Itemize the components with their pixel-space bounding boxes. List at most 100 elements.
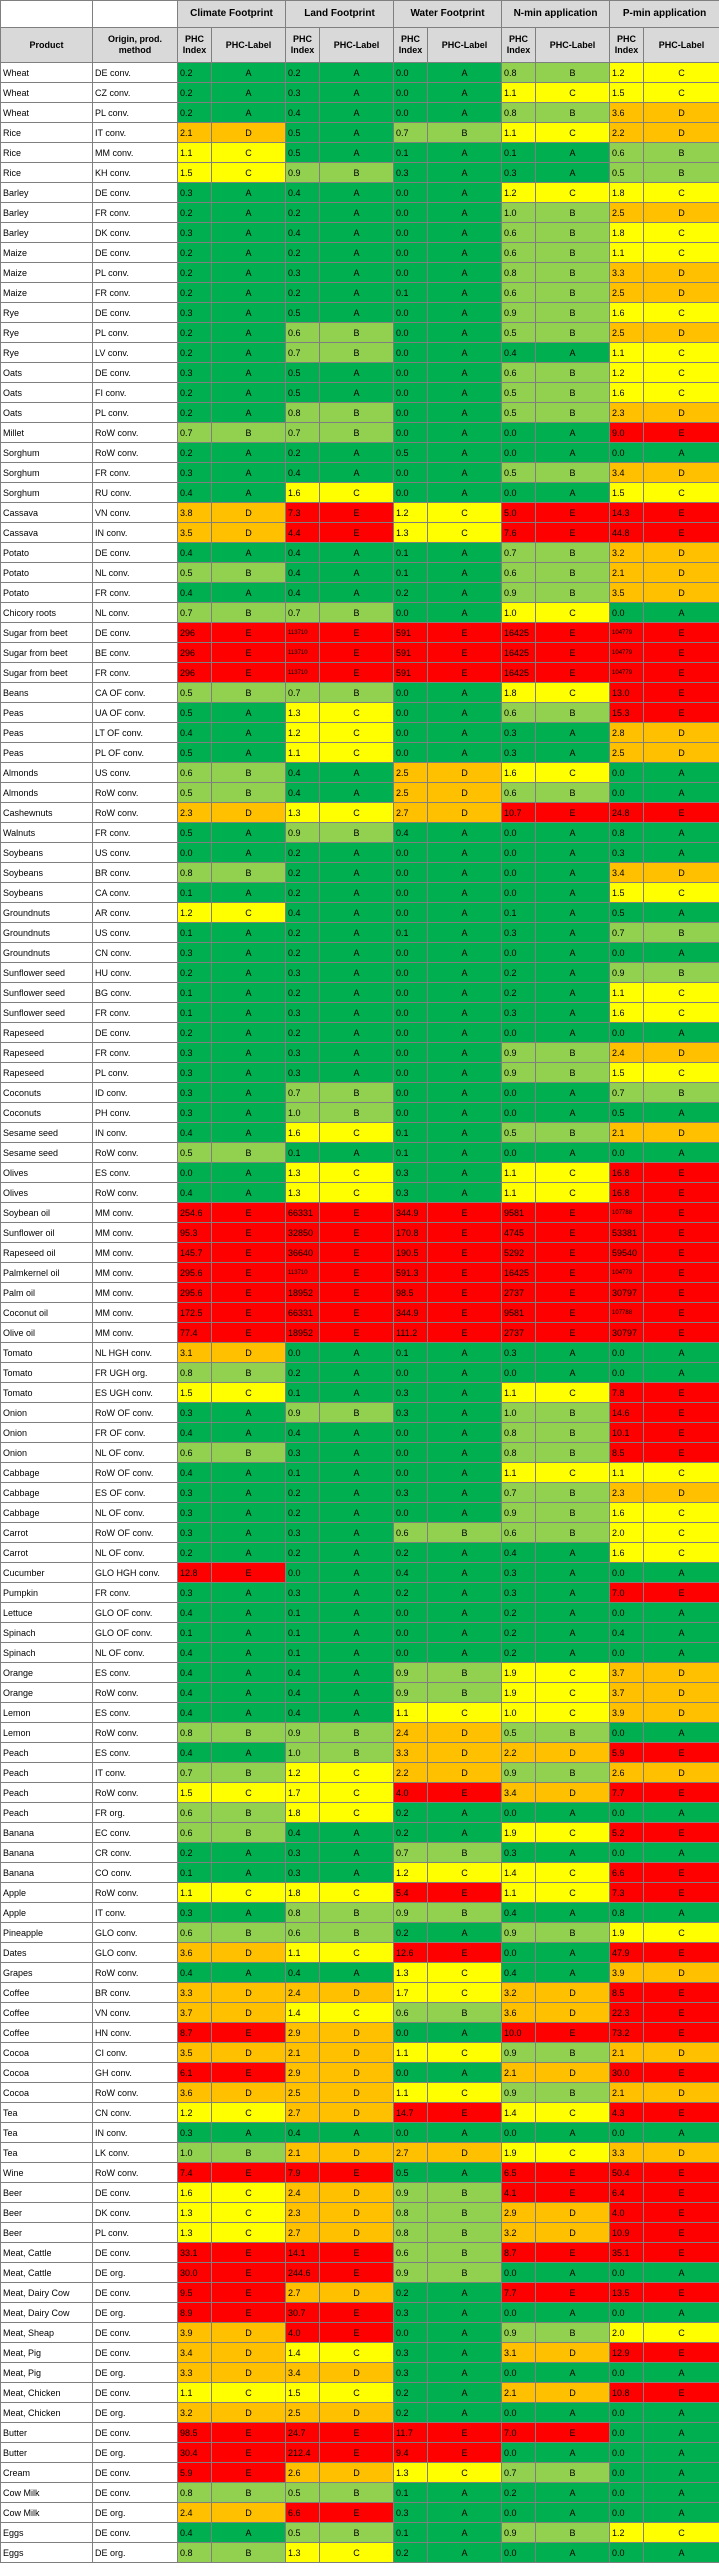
origin-cell: IT conv. [92, 1902, 178, 1923]
p-min-phc-index-cell: 5.2 [609, 1822, 645, 1843]
land-phc-label-cell: A [318, 862, 395, 883]
climate-phc-index-cell: 0.1 [177, 1862, 212, 1883]
land-phc-label-cell: C [318, 722, 395, 743]
water-phc-index-cell: 0.0 [393, 1622, 429, 1643]
p-min-phc-index-cell: 0.0 [609, 2122, 645, 2143]
p-min-phc-label-cell: E [643, 2282, 719, 2303]
water-phc-index-cell: 0.3 [393, 1482, 429, 1503]
climate-phc-index-cell: 1.5 [177, 162, 212, 183]
climate-phc-index-cell: 0.5 [177, 682, 212, 703]
land-phc-label-cell: A [318, 102, 395, 123]
p-min-phc-label-cell: D [643, 1482, 719, 1503]
n-min-phc-label-cell: E [535, 1222, 611, 1243]
n-min-phc-label-cell: B [535, 562, 611, 583]
climate-phc-index-cell: 295.6 [177, 1262, 212, 1283]
n-min-phc-index-cell: 0.3 [501, 1582, 537, 1603]
climate-phc-label-cell: A [211, 202, 286, 223]
header-origin: Origin, prod. method [92, 27, 178, 63]
land-phc-index-cell: 1.2 [285, 722, 320, 743]
origin-cell: AR conv. [92, 902, 178, 923]
climate-phc-label-cell: D [211, 2402, 286, 2423]
p-min-phc-index-cell: 3.5 [609, 582, 645, 603]
table-row: Coffee HN conv. 8.7 E 2.9 D 0.0 A 10.0 E 73.2 E [0, 2022, 719, 2043]
product-cell: Meat, Dairy Cow [0, 2302, 93, 2323]
p-min-phc-label-cell: C [643, 82, 719, 103]
n-min-phc-index-cell: 0.8 [501, 102, 537, 123]
water-phc-index-cell: 344.9 [393, 1302, 429, 1323]
table-row: Oats FI conv. 0.2 A 0.5 A 0.0 A 0.5 B 1.6 C [0, 382, 719, 403]
origin-cell: NL OF conv. [92, 1642, 178, 1663]
water-phc-label-cell: A [427, 1142, 503, 1163]
n-min-phc-label-cell: B [535, 782, 611, 803]
climate-phc-label-cell: E [211, 1302, 286, 1323]
p-min-phc-index-cell: 2.0 [609, 2322, 645, 2343]
n-min-phc-label-cell: C [535, 82, 611, 103]
origin-cell: GLO HGH conv. [92, 1562, 178, 1583]
table-row: Potato NL conv. 0.5 B 0.4 A 0.1 A 0.6 B 2.1 D [0, 562, 719, 583]
climate-phc-label-cell: B [211, 1802, 286, 1823]
n-min-phc-label-cell: A [535, 2482, 611, 2503]
water-phc-index-cell: 0.3 [393, 1402, 429, 1423]
n-min-phc-index-cell: 2737 [501, 1282, 537, 1303]
table-row: Meat, Sheap DE conv. 3.9 D 4.0 E 0.0 A 0.9 B 2.0 C [0, 2322, 719, 2343]
water-phc-index-cell: 0.1 [393, 142, 429, 163]
land-phc-index-cell: 0.1 [285, 1382, 320, 1403]
land-phc-label-cell: A [318, 2122, 395, 2143]
table-row: Rice MM conv. 1.1 C 0.5 A 0.1 A 0.1 A 0.6 B [0, 142, 719, 163]
water-phc-label-cell: A [427, 1602, 503, 1623]
water-phc-index-cell: 0.0 [393, 602, 429, 623]
climate-phc-index-cell: 0.4 [177, 1122, 212, 1143]
p-min-phc-index-cell: 2.6 [609, 1762, 645, 1783]
origin-cell: NL OF conv. [92, 1502, 178, 1523]
p-min-phc-index-cell: 2.5 [609, 202, 645, 223]
climate-phc-label-cell: B [211, 1722, 286, 1743]
n-min-phc-index-cell: 1.0 [501, 1702, 537, 1723]
water-phc-index-cell: 1.1 [393, 2042, 429, 2063]
origin-cell: NL conv. [92, 562, 178, 583]
header-phc-index: PHC Index [393, 27, 429, 63]
n-min-phc-index-cell: 10.0 [501, 2022, 537, 2043]
climate-phc-index-cell: 0.2 [177, 202, 212, 223]
n-min-phc-index-cell: 0.2 [501, 1642, 537, 1663]
water-phc-label-cell: A [427, 342, 503, 363]
p-min-phc-label-cell: A [643, 1562, 719, 1583]
product-cell: Palm oil [0, 1282, 93, 1303]
land-phc-index-cell: 1.0 [285, 1102, 320, 1123]
land-phc-index-cell: 2.9 [285, 2062, 320, 2083]
water-phc-index-cell: 0.5 [393, 2162, 429, 2183]
climate-phc-label-cell: C [211, 2102, 286, 2123]
n-min-phc-label-cell: B [535, 2082, 611, 2103]
water-phc-index-cell: 4.0 [393, 1782, 429, 1803]
n-min-phc-label-cell: C [535, 1822, 611, 1843]
climate-phc-label-cell: A [211, 1582, 286, 1603]
land-phc-index-cell: 0.7 [285, 602, 320, 623]
n-min-phc-label-cell: A [535, 1002, 611, 1023]
origin-cell: HU conv. [92, 962, 178, 983]
table-row: Oats DE conv. 0.3 A 0.5 A 0.0 A 0.6 B 1.2 C [0, 362, 719, 383]
n-min-phc-index-cell: 16425 [501, 622, 537, 643]
climate-phc-index-cell: 0.4 [177, 1962, 212, 1983]
climate-phc-label-cell: D [211, 1982, 286, 2003]
product-cell: Palmkernel oil [0, 1262, 93, 1283]
p-min-phc-label-cell: D [643, 262, 719, 283]
water-phc-label-cell: A [427, 2122, 503, 2143]
climate-phc-index-cell: 0.4 [177, 542, 212, 563]
land-phc-label-cell: B [318, 1722, 395, 1743]
p-min-phc-label-cell: D [643, 1762, 719, 1783]
product-cell: Wine [0, 2162, 93, 2183]
product-cell: Groundnuts [0, 942, 93, 963]
table-row: Onion NL OF conv. 0.6 B 0.3 A 0.0 A 0.8 B 8.5 E [0, 1442, 719, 1463]
water-phc-index-cell: 0.9 [393, 2262, 429, 2283]
p-min-phc-index-cell: 1.5 [609, 882, 645, 903]
product-cell: Olive oil [0, 1322, 93, 1343]
product-cell: Peach [0, 1802, 93, 1823]
climate-phc-label-cell: D [211, 2362, 286, 2383]
p-min-phc-label-cell: E [643, 2382, 719, 2403]
p-min-phc-label-cell: A [643, 1642, 719, 1663]
n-min-phc-label-cell: B [535, 362, 611, 383]
n-min-phc-index-cell: 0.6 [501, 1522, 537, 1543]
origin-cell: FI conv. [92, 382, 178, 403]
climate-phc-label-cell: D [211, 522, 286, 543]
table-row: Beans CA OF conv. 0.5 B 0.7 B 0.0 A 1.8 C 13.0 E [0, 682, 719, 703]
land-phc-index-cell: 0.5 [285, 2522, 320, 2543]
